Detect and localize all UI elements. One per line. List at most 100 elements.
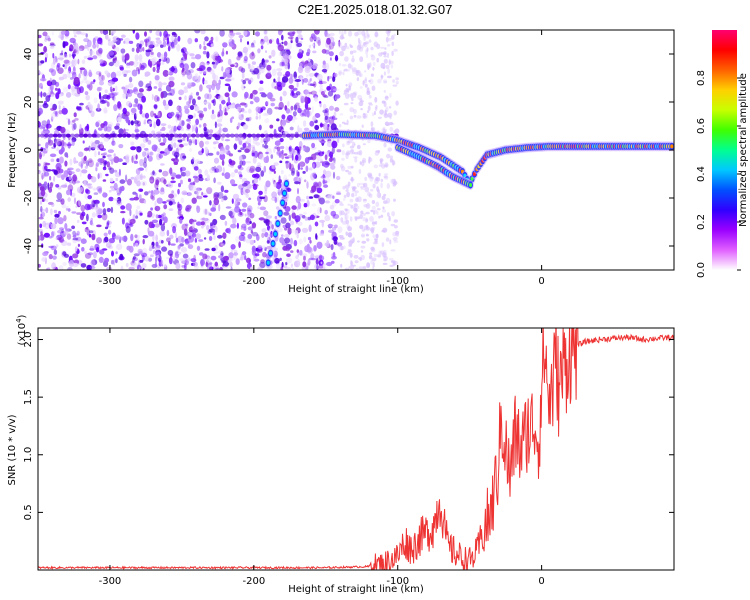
heatmap-speckle: [65, 207, 68, 211]
x-tick-label: -100: [386, 276, 409, 287]
heatmap-speckle: [144, 255, 150, 262]
heatmap-speckle: [312, 50, 317, 54]
heatmap-speckle: [210, 207, 217, 212]
heatmap-speckle: [350, 238, 354, 244]
heatmap-speckle: [139, 143, 146, 149]
heatmap-speckle: [155, 179, 160, 186]
heatmap-speckle: [363, 204, 368, 208]
heatmap-speckle: [356, 216, 361, 220]
heatmap-speckle: [389, 158, 393, 163]
heatmap-speckle: [54, 213, 60, 218]
heatmap-speckle: [38, 53, 42, 58]
heatmap-speckle: [177, 208, 182, 216]
heatmap-speckle: [133, 160, 138, 164]
heatmap-speckle: [223, 255, 230, 261]
heatmap-speckle: [271, 224, 274, 230]
heatmap-speckle: [316, 206, 322, 215]
heatmap-speckle: [179, 62, 185, 68]
heatmap-speckle: [255, 234, 260, 241]
heatmap-speckle: [91, 233, 96, 241]
heatmap-speckle: [132, 255, 136, 260]
heatmap-speckle: [87, 57, 94, 60]
heatmap-speckle: [371, 200, 376, 204]
heatmap-speckle: [269, 97, 276, 102]
heatmap-speckle: [349, 44, 353, 48]
heatmap-speckle: [307, 236, 312, 241]
heatmap-speckle: [181, 69, 184, 73]
heatmap-speckle: [206, 51, 210, 59]
heatmap-speckle: [62, 73, 68, 80]
heatmap-speckle: [283, 233, 290, 238]
heatmap-speckle: [346, 140, 350, 143]
heatmap-speckle: [68, 259, 75, 268]
heatmap-speckle: [148, 120, 152, 125]
heatmap-speckle: [91, 176, 97, 183]
heatmap-speckle: [389, 264, 394, 267]
heatmap-speckle: [78, 161, 84, 167]
heatmap-speckle: [106, 154, 112, 157]
heatmap-speckle: [389, 155, 394, 159]
heatmap-speckle: [218, 204, 221, 212]
heatmap-speckle: [150, 51, 154, 56]
heatmap-speckle: [70, 64, 76, 68]
heatmap-speckle: [53, 209, 58, 214]
heatmap-speckle: [139, 60, 143, 64]
heatmap-speckle: [49, 182, 53, 189]
heatmap-speckle: [346, 141, 350, 146]
heatmap-speckle: [160, 259, 164, 267]
heatmap-speckle: [251, 222, 257, 229]
heatmap-speckle: [235, 32, 242, 35]
heatmap-speckle: [106, 222, 109, 228]
heatmap-line-dot: [182, 133, 188, 138]
heatmap-speckle: [332, 195, 335, 199]
heatmap-speckle: [141, 262, 147, 269]
heatmap-speckle: [257, 206, 260, 210]
heatmap-speckle: [155, 39, 162, 44]
heatmap-speckle: [151, 223, 155, 229]
heatmap-speckle: [204, 248, 210, 251]
heatmap-speckle: [324, 200, 330, 204]
heatmap-speckle: [239, 256, 244, 261]
heatmap-speckle: [352, 108, 357, 114]
heatmap-speckle: [373, 253, 378, 258]
heatmap-speckle: [274, 85, 279, 90]
heatmap-speckle: [237, 122, 241, 129]
heatmap-speckle: [340, 210, 345, 216]
heatmap-speckle: [183, 86, 189, 90]
colorbar-tick-label: 0.0: [696, 262, 707, 278]
heatmap-speckle: [315, 36, 321, 44]
heatmap-speckle: [100, 148, 107, 151]
heatmap-speckle: [195, 187, 200, 195]
heatmap-speckle: [285, 146, 289, 151]
heatmap-speckle: [94, 150, 97, 158]
heatmap-speckle: [328, 45, 332, 51]
heatmap-speckle: [215, 36, 219, 42]
heatmap-speckle: [126, 64, 131, 69]
heatmap-speckle: [261, 232, 265, 238]
heatmap-speckle: [143, 157, 147, 164]
heatmap-speckle: [180, 197, 185, 204]
heatmap-speckle: [212, 141, 219, 144]
heatmap-speckle: [362, 163, 365, 166]
heatmap-speckle: [242, 110, 248, 114]
heatmap-speckle: [54, 87, 58, 91]
heatmap-speckle: [203, 208, 209, 216]
heatmap-speckle: [339, 50, 344, 57]
heatmap-speckle: [328, 157, 333, 163]
heatmap-speckle: [326, 239, 330, 248]
colorbar-tick-label: 0.4: [696, 166, 707, 182]
heatmap-speckle: [38, 216, 44, 220]
heatmap-speckle: [73, 122, 77, 130]
heatmap-speckle: [88, 160, 94, 168]
heatmap-line-dot: [268, 133, 274, 138]
heatmap-speckle: [170, 41, 175, 50]
heatmap-speckle: [293, 239, 298, 247]
heatmap-speckle: [120, 185, 125, 192]
heatmap-speckle: [249, 213, 255, 219]
heatmap-speckle: [250, 45, 256, 48]
heatmap-speckle: [341, 45, 346, 52]
heatmap-speckle: [50, 208, 53, 216]
heatmap-speckle: [362, 198, 367, 203]
heatmap-speckle: [373, 110, 377, 116]
